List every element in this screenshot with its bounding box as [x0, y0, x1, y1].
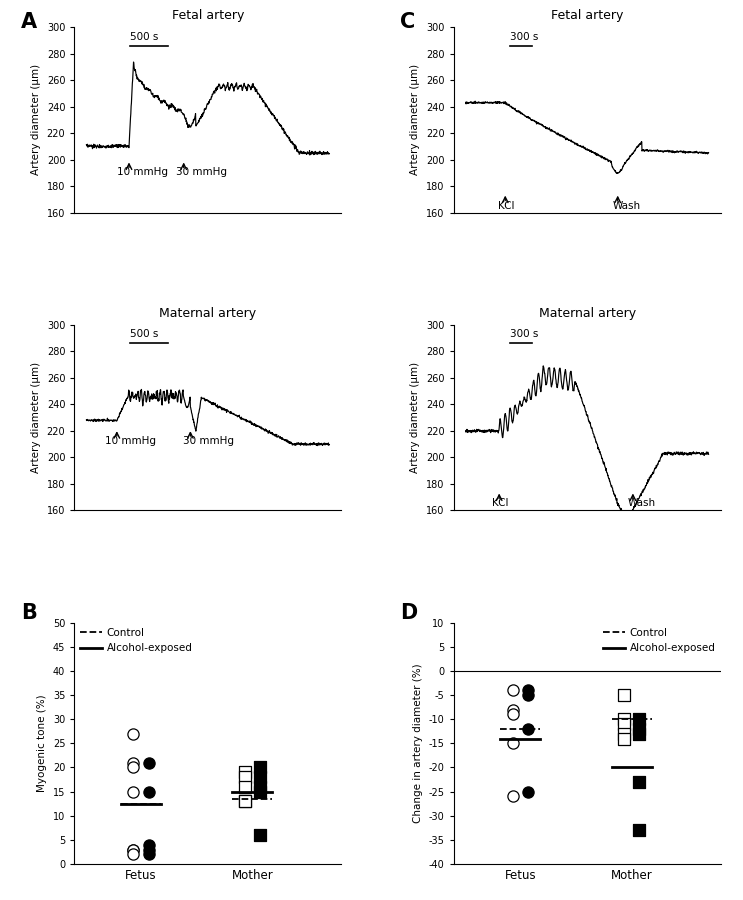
Point [143, 842, 155, 857]
Point [618, 712, 630, 726]
Point [143, 785, 155, 799]
Text: D: D [400, 603, 418, 624]
Point [507, 789, 519, 804]
Text: KCl: KCl [492, 499, 508, 508]
Point [522, 688, 534, 702]
Text: 10 mmHg: 10 mmHg [117, 167, 168, 177]
Point [618, 717, 630, 732]
Point [239, 765, 250, 779]
Title: Maternal artery: Maternal artery [159, 307, 256, 320]
Text: C: C [400, 13, 415, 32]
Point [254, 785, 266, 799]
Point [507, 702, 519, 716]
Point [127, 760, 139, 775]
Text: 300 s: 300 s [510, 32, 538, 41]
Text: B: B [21, 603, 36, 624]
Point [634, 726, 646, 741]
Text: 500 s: 500 s [130, 329, 158, 339]
Legend: Control, Alcohol-exposed: Control, Alcohol-exposed [80, 628, 192, 653]
Y-axis label: Artery diameter (μm): Artery diameter (μm) [410, 362, 421, 473]
Title: Fetal artery: Fetal artery [551, 9, 623, 22]
Point [254, 828, 266, 842]
Point [618, 726, 630, 741]
Y-axis label: Myogenic tone (%): Myogenic tone (%) [37, 695, 48, 792]
Point [254, 779, 266, 794]
Point [143, 847, 155, 861]
Text: Wash: Wash [613, 201, 641, 211]
Point [127, 842, 139, 857]
Point [618, 688, 630, 702]
Y-axis label: Artery diameter (μm): Artery diameter (μm) [410, 64, 421, 176]
Point [127, 842, 139, 857]
Point [634, 775, 646, 789]
Title: Maternal artery: Maternal artery [539, 307, 636, 320]
Text: 30 mmHg: 30 mmHg [176, 167, 227, 177]
Point [522, 722, 534, 736]
Text: Wash: Wash [628, 499, 656, 508]
Text: 300 s: 300 s [510, 329, 538, 339]
Point [254, 760, 266, 775]
Point [522, 785, 534, 799]
Text: A: A [21, 13, 37, 32]
Point [254, 770, 266, 784]
Text: 30 mmHg: 30 mmHg [183, 436, 234, 446]
Point [618, 732, 630, 746]
Point [127, 847, 139, 861]
Legend: Control, Alcohol-exposed: Control, Alcohol-exposed [603, 628, 716, 653]
Y-axis label: Artery diameter (μm): Artery diameter (μm) [31, 64, 41, 176]
Point [507, 683, 519, 698]
Point [634, 823, 646, 837]
Title: Fetal artery: Fetal artery [172, 9, 244, 22]
Y-axis label: Change in artery diameter (%): Change in artery diameter (%) [413, 663, 423, 824]
Point [634, 712, 646, 726]
Point [507, 707, 519, 722]
Point [239, 794, 250, 808]
Point [127, 785, 139, 799]
Text: 500 s: 500 s [130, 32, 158, 41]
Point [634, 722, 646, 736]
Point [143, 838, 155, 852]
Point [127, 726, 139, 741]
Text: 10 mmHg: 10 mmHg [105, 436, 156, 446]
Point [239, 794, 250, 808]
Y-axis label: Artery diameter (μm): Artery diameter (μm) [31, 362, 41, 473]
Point [143, 755, 155, 770]
Point [239, 770, 250, 784]
Point [507, 736, 519, 751]
Point [522, 683, 534, 698]
Text: KCl: KCl [498, 201, 514, 211]
Point [239, 779, 250, 794]
Point [127, 755, 139, 770]
